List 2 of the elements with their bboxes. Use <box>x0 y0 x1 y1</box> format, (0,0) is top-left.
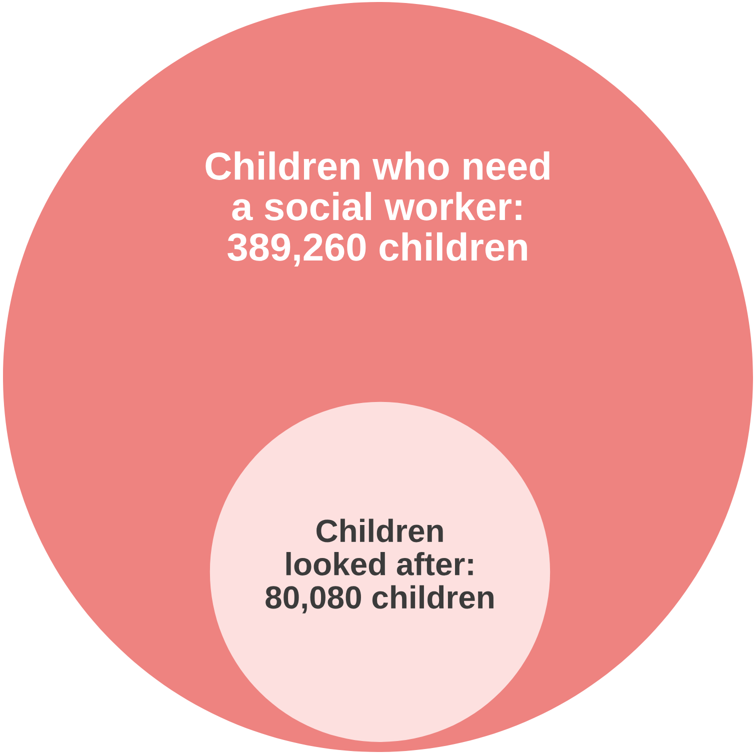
data-label: Children looked after: 80,080 children <box>266 518 494 614</box>
data-label: Children who need a social worker: 389,260 children <box>206 151 550 267</box>
